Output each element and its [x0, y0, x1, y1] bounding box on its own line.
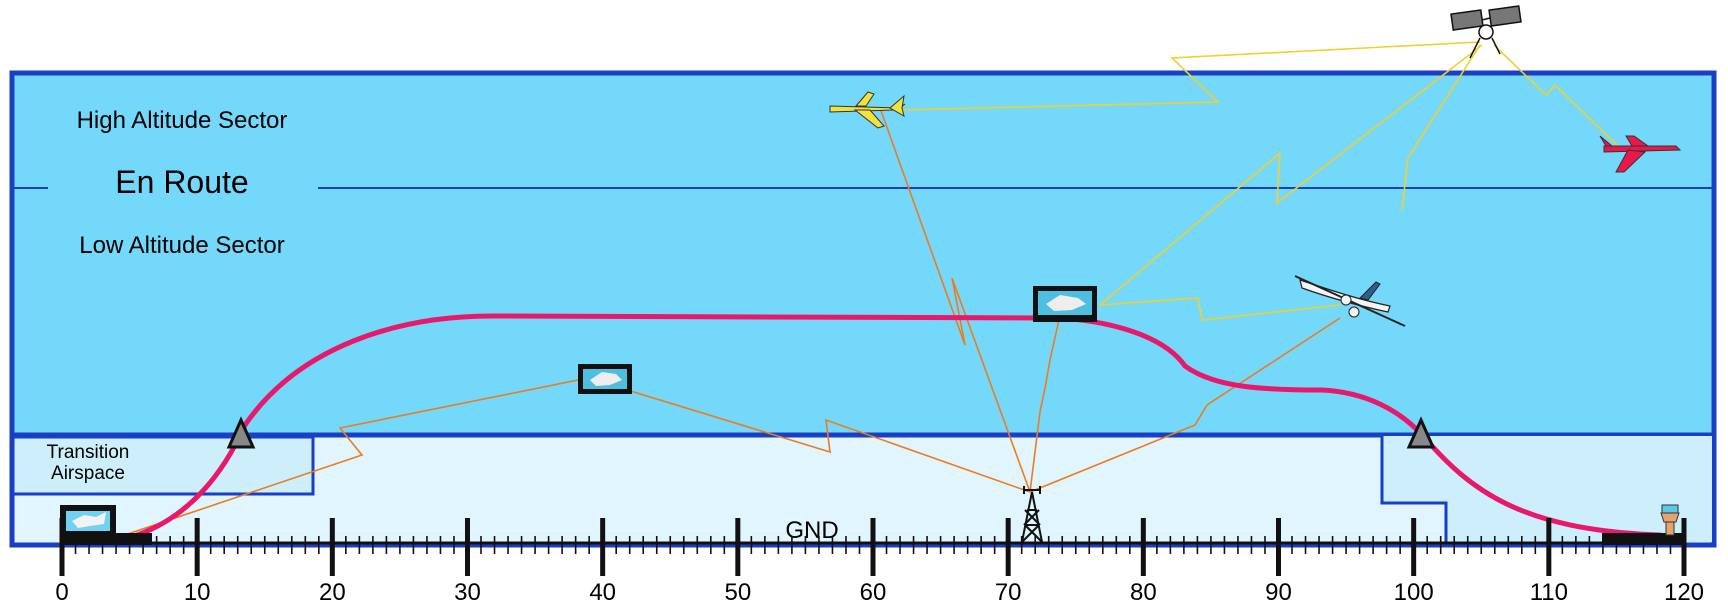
waypoint-triangle-icon	[1406, 416, 1436, 449]
axis-tick-label: 80	[1130, 579, 1157, 605]
axis-tick-label: 20	[319, 579, 346, 605]
axis-ticks	[59, 518, 1687, 576]
axis-tick-label: 30	[454, 579, 481, 605]
waypoint-triangle-icon	[226, 416, 256, 449]
radio-tower-icon	[1021, 486, 1043, 543]
turboprop-icon	[1294, 275, 1406, 327]
axis-tick-label: 120	[1664, 579, 1704, 605]
yellow-jet-icon	[829, 91, 906, 129]
red-jet-icon	[1599, 135, 1682, 173]
transition-label: Airspace	[51, 463, 125, 484]
atc-station-icon	[578, 364, 632, 394]
axis-tick-label: 10	[184, 579, 211, 605]
axis-tick-label: 40	[589, 579, 616, 605]
flight-path	[125, 313, 1663, 541]
radio-links-orange	[109, 107, 1341, 541]
transition-zone	[11, 435, 315, 496]
satellite-icon	[1450, 5, 1522, 59]
axis-tick-label: 90	[1265, 579, 1292, 605]
en-route-label: En Route	[115, 164, 248, 200]
axis-tick-label: 60	[860, 579, 887, 605]
terminal-zone	[1382, 436, 1712, 542]
axis-tick-label: 110	[1530, 579, 1568, 605]
transition-label: Transition	[47, 442, 130, 463]
ground-label: GND	[785, 517, 838, 544]
axis-tick-label: 0	[55, 579, 68, 605]
axis-tick-labels: 0 10 20 30 40 50 60 70 80 90 100 110 120	[55, 579, 1704, 605]
high-altitude-label: High Altitude Sector	[77, 107, 288, 134]
airport-icon	[60, 505, 152, 545]
atc-station-icon	[1033, 286, 1097, 322]
axis-tick-label: 100	[1394, 579, 1434, 605]
low-altitude-label: Low Altitude Sector	[79, 232, 284, 259]
axis-tick-label: 70	[995, 579, 1022, 605]
axis-tick-label: 50	[724, 579, 751, 605]
terminal-zone-border	[1380, 436, 1448, 542]
radio-links-yellow	[899, 41, 1621, 321]
control-tower-icon	[1602, 504, 1686, 545]
